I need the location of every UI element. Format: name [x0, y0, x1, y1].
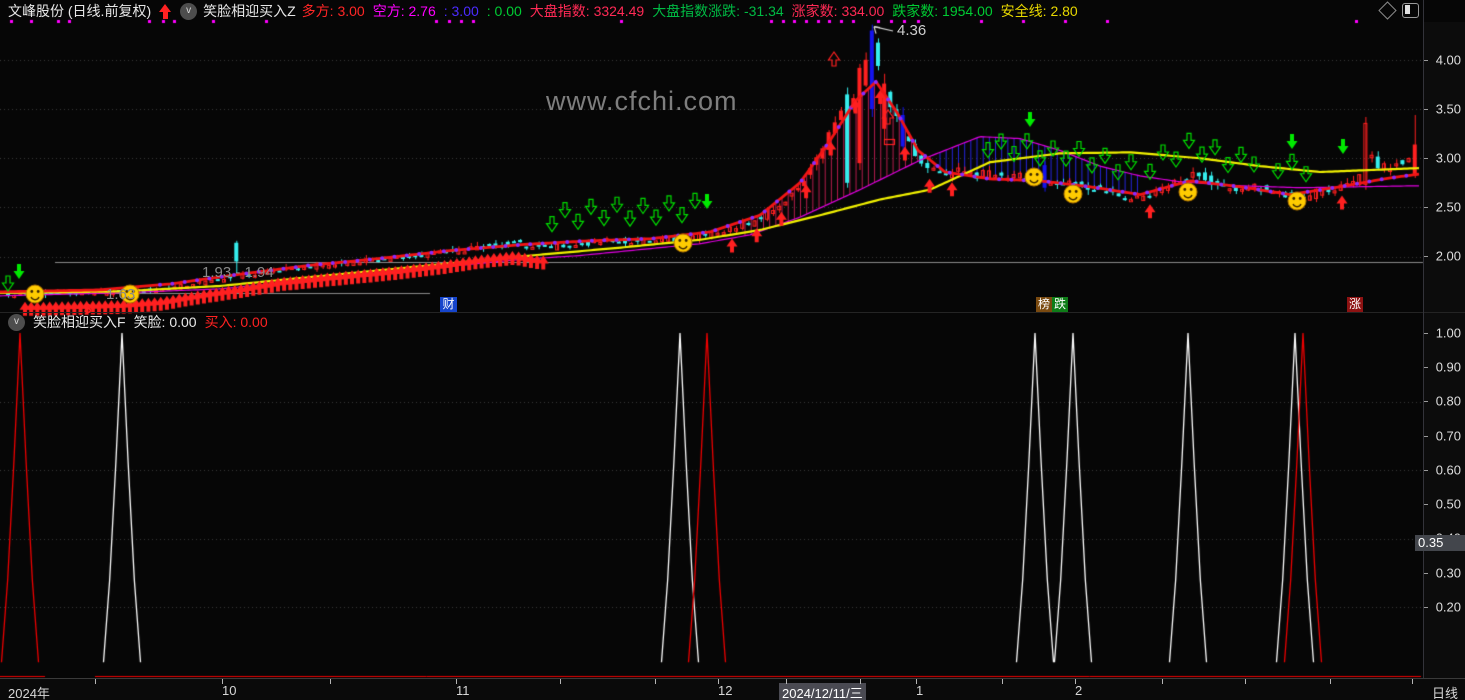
time-tick [1412, 679, 1413, 684]
time-tick [330, 679, 331, 684]
axis-label: 0.60 [1435, 462, 1461, 478]
axis-tick [1424, 60, 1428, 61]
time-label: 2024年 [8, 686, 50, 700]
time-label: 2 [1075, 683, 1083, 698]
time-tick [1330, 679, 1331, 684]
time-tick [786, 679, 787, 684]
panel2-indicator-name[interactable]: 笑脸相迎买入F [33, 314, 126, 330]
header-field-2: : 3.00 [443, 3, 479, 19]
axis-label: 1.00 [1435, 325, 1461, 341]
axis-label: 0.30 [1435, 565, 1461, 581]
axis-label: 4.00 [1435, 52, 1461, 68]
time-tick [1075, 679, 1076, 684]
stock-title[interactable]: 文峰股份 (日线.前复权) [8, 3, 152, 19]
time-tick [718, 679, 719, 684]
header-field-1: 空方: 2.76 [372, 3, 436, 19]
marker-zhang[interactable]: 涨 [1347, 297, 1363, 312]
axis-tick [1424, 109, 1428, 110]
up-arrow-icon [159, 3, 172, 19]
time-tick [1002, 679, 1003, 684]
header-field-4: 大盘指数: 3324.49 [529, 3, 645, 19]
axis-label: 0.90 [1435, 359, 1461, 375]
header-field-0: 多方: 3.00 [301, 3, 365, 19]
time-label: 11 [456, 683, 470, 698]
axis-tick [1424, 607, 1428, 608]
panel2-header: v 笑脸相迎买入F 笑脸: 0.00 买入: 0.00 [0, 313, 908, 331]
dollar-marker: $ [84, 301, 92, 316]
axis-tick [1424, 367, 1428, 368]
header-tools [1378, 1, 1419, 20]
axis-tick [1424, 158, 1428, 159]
price-range-label: 1.93 - 1.94 [202, 264, 274, 281]
header-bar: 文峰股份 (日线.前复权) v 笑脸相迎买入Z 多方: 3.00 空方: 2.76… [0, 0, 1465, 22]
axis-label: 0.50 [1435, 496, 1461, 512]
selected-date-label: 2024/12/11/三 [779, 683, 866, 700]
time-label: 1 [916, 683, 924, 698]
time-axis: 日线 2024年 10 11 12 2024/12/11/三 1 2 [0, 678, 1465, 700]
latest-value-badge: 0.35 [1415, 535, 1465, 551]
header-field-8: 安全线: 2.80 [1000, 3, 1078, 19]
time-tick [1162, 679, 1163, 684]
time-tick [860, 679, 861, 684]
panel-divider[interactable] [0, 312, 1465, 313]
price-low-label: 1.63 [106, 286, 136, 303]
axis-separator [1423, 0, 1424, 700]
watermark: www.cfchi.com [546, 86, 738, 116]
time-label: 10 [222, 683, 237, 698]
axis-label: 2.00 [1435, 248, 1461, 264]
value-axis-panel2: 1.000.900.800.700.600.500.400.300.20 [1424, 313, 1465, 678]
axis-label: 0.20 [1435, 599, 1461, 615]
axis-tick [1424, 504, 1428, 505]
axis-label: 0.70 [1435, 428, 1461, 444]
axis-tick [1424, 333, 1428, 334]
indicator-values: 多方: 3.00 空方: 2.76 : 3.00 : 0.00 大盘指数: 3324.4… [302, 1, 1086, 21]
axis-tick [1424, 573, 1428, 574]
time-tick [916, 679, 917, 684]
axis-label: 0.80 [1435, 393, 1461, 409]
panel2-field-buy: 买入: 0.00 [204, 314, 268, 330]
axis-label: 2.50 [1435, 199, 1461, 215]
header-field-3: : 0.00 [486, 3, 522, 19]
marker-financial-report[interactable]: 财 [440, 297, 457, 312]
axis-label: 3.50 [1435, 101, 1461, 117]
axis-tick [1424, 207, 1428, 208]
time-tick [95, 679, 96, 684]
time-tick [456, 679, 457, 684]
axis-tick [1424, 436, 1428, 437]
header-field-6: 涨家数: 334.00 [791, 3, 885, 19]
indicator-name[interactable]: 笑脸相迎买入Z [203, 3, 296, 19]
marker-bang[interactable]: 榜 [1036, 297, 1052, 312]
chevron-down-icon[interactable]: v [180, 2, 198, 20]
time-tick [222, 679, 223, 684]
time-tick [655, 679, 656, 684]
peak-price-label: 4.36 [897, 22, 927, 39]
time-tick [560, 679, 561, 684]
header-field-5: 大盘指数涨跌: -31.34 [652, 3, 784, 19]
time-label: 12 [718, 683, 733, 698]
period-selector[interactable]: 日线 [1432, 686, 1459, 700]
axis-tick [1424, 401, 1428, 402]
price-axis-main: 4.00 3.50 3.00 2.50 2.00 [1424, 22, 1465, 312]
time-tick [1245, 679, 1246, 684]
axis-label: 3.00 [1435, 150, 1461, 166]
diamond-icon[interactable] [1378, 1, 1397, 20]
axis-tick [1424, 256, 1428, 257]
header-field-7: 跌家数: 1954.00 [892, 3, 993, 19]
marker-die[interactable]: 跌 [1052, 297, 1068, 312]
chevron-down-icon[interactable]: v [8, 313, 25, 331]
axis-tick [1424, 470, 1428, 471]
panel-layout-icon[interactable] [1402, 3, 1419, 18]
panel2-field-smile: 笑脸: 0.00 [133, 314, 197, 330]
